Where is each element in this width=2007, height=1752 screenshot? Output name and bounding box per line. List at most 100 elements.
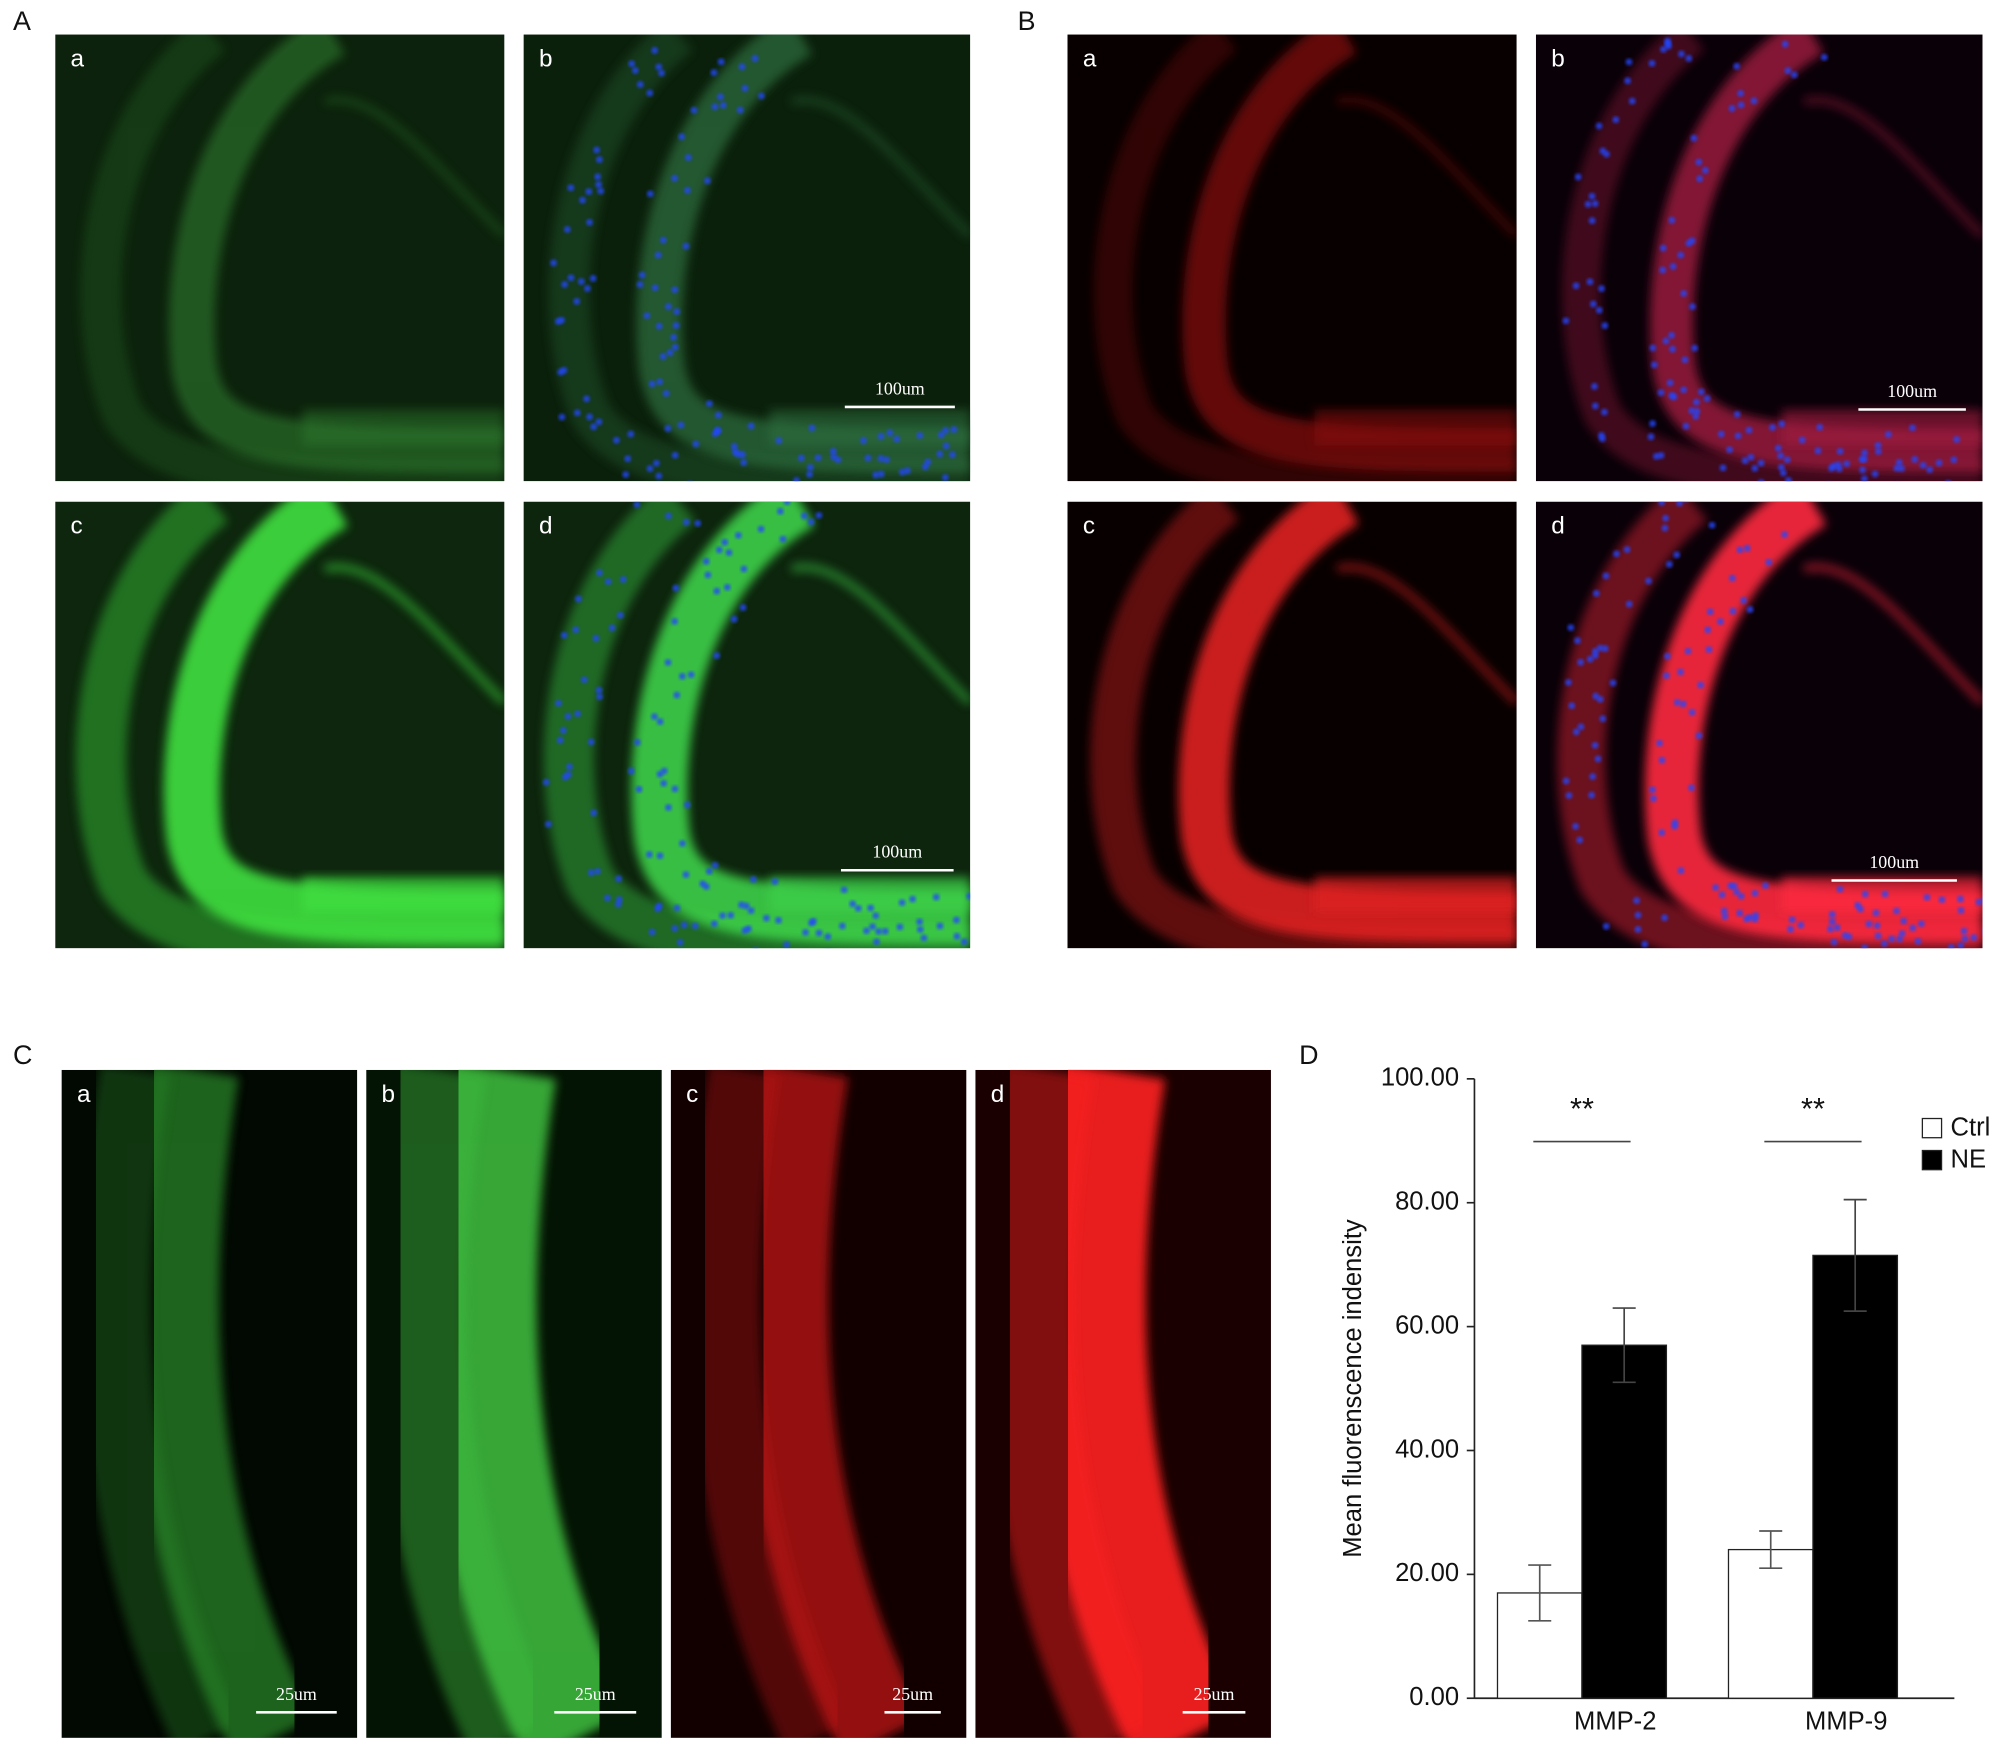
- nucleus: [665, 512, 672, 520]
- nucleus: [545, 820, 552, 828]
- nucleus: [561, 773, 569, 781]
- nucleus: [1565, 679, 1572, 686]
- nucleus: [1696, 175, 1704, 183]
- nucleus: [1957, 942, 1965, 949]
- nucleus: [824, 933, 832, 940]
- nucleus: [783, 941, 790, 949]
- nucleus: [738, 901, 745, 909]
- panel-label: A: [13, 6, 31, 36]
- y-tick-label: 60.00: [1395, 1311, 1459, 1339]
- nucleus: [924, 458, 932, 466]
- nucleus: [1681, 356, 1689, 364]
- nucleus: [917, 486, 924, 493]
- nucleus: [1784, 67, 1792, 74]
- nucleus: [932, 893, 940, 901]
- y-tick-label: 20.00: [1395, 1559, 1459, 1587]
- nucleus: [656, 852, 664, 860]
- nucleus: [747, 907, 755, 914]
- nucleus: [1679, 700, 1687, 708]
- nucleus: [682, 242, 690, 250]
- nucleus: [758, 92, 765, 100]
- nucleus: [1861, 944, 1868, 949]
- nucleus: [1705, 646, 1713, 653]
- nucleus: [840, 886, 848, 894]
- nucleus: [814, 454, 822, 462]
- nucleus: [1737, 101, 1745, 109]
- nucleus: [648, 928, 656, 936]
- nucleus: [554, 318, 562, 325]
- image-label: b: [539, 46, 553, 73]
- nucleus: [758, 27, 765, 34]
- nucleus: [1562, 317, 1570, 325]
- scale-bar-label: 25um: [575, 1684, 616, 1704]
- nucleus: [802, 929, 809, 936]
- nucleus: [763, 486, 770, 493]
- nucleus: [783, 501, 791, 505]
- nucleus: [1836, 885, 1844, 893]
- tissue: [1557, 501, 1983, 949]
- image-content: [1535, 34, 1983, 482]
- nucleus: [1572, 822, 1579, 830]
- nucleus: [595, 686, 603, 694]
- scale-bar-label: 100um: [872, 842, 922, 862]
- nucleus: [677, 421, 685, 429]
- nucleus: [1909, 424, 1916, 432]
- significance-label: **: [1801, 1091, 1825, 1126]
- tissue: [1178, 501, 1517, 943]
- x-tick-label: MMP-2: [1574, 1707, 1656, 1735]
- nucleus: [592, 635, 600, 642]
- nucleus: [753, 947, 759, 949]
- legend-swatch: [1921, 1117, 1943, 1139]
- micrograph: [1535, 501, 1983, 969]
- nucleus: [1673, 551, 1681, 559]
- nucleus: [692, 440, 700, 448]
- nucleus: [860, 437, 867, 444]
- nucleus: [824, 948, 831, 955]
- bar: [1812, 1254, 1899, 1699]
- nucleus: [821, 964, 828, 971]
- nucleus: [710, 69, 718, 76]
- nucleus: [1565, 792, 1573, 799]
- nucleus: [1814, 447, 1822, 455]
- nucleus: [1596, 644, 1604, 652]
- nucleus: [1656, 739, 1663, 747]
- nucleus: [1930, 962, 1937, 969]
- nucleus: [1697, 681, 1705, 689]
- nucleus: [715, 546, 723, 554]
- tissue: [323, 96, 505, 239]
- nucleus: [715, 411, 722, 419]
- nucleus: [1788, 916, 1796, 923]
- x-tick-label: MMP-9: [1805, 1707, 1887, 1735]
- nucleus: [648, 380, 656, 388]
- nucleus: [793, 477, 800, 482]
- nucleus: [542, 778, 550, 786]
- nucleus: [1628, 97, 1636, 105]
- nucleus: [1719, 464, 1727, 472]
- nucleus: [771, 878, 779, 885]
- nucleus: [1861, 449, 1868, 457]
- nucleus: [597, 187, 605, 195]
- nucleus: [1970, 934, 1978, 941]
- tissue: [1090, 501, 1517, 949]
- nucleus: [1911, 456, 1919, 463]
- nucleus: [564, 226, 571, 233]
- nucleus: [572, 626, 580, 634]
- nucleus: [679, 840, 686, 847]
- nucleus: [916, 918, 923, 926]
- nucleus: [950, 426, 958, 433]
- nucleus: [1797, 921, 1805, 929]
- nucleus: [1828, 918, 1836, 926]
- nucleus: [1650, 361, 1658, 369]
- nucleus: [672, 322, 680, 329]
- nucleus: [1881, 890, 1889, 898]
- nucleus: [1885, 431, 1892, 438]
- nucleus: [1975, 898, 1983, 906]
- nucleus: [1751, 889, 1759, 897]
- nucleus: [891, 495, 898, 502]
- nucleus: [1574, 173, 1582, 181]
- nucleus: [671, 785, 679, 793]
- nucleus: [1577, 723, 1585, 731]
- nucleus: [1657, 452, 1665, 459]
- nucleus: [1702, 167, 1709, 174]
- nucleus: [711, 861, 719, 869]
